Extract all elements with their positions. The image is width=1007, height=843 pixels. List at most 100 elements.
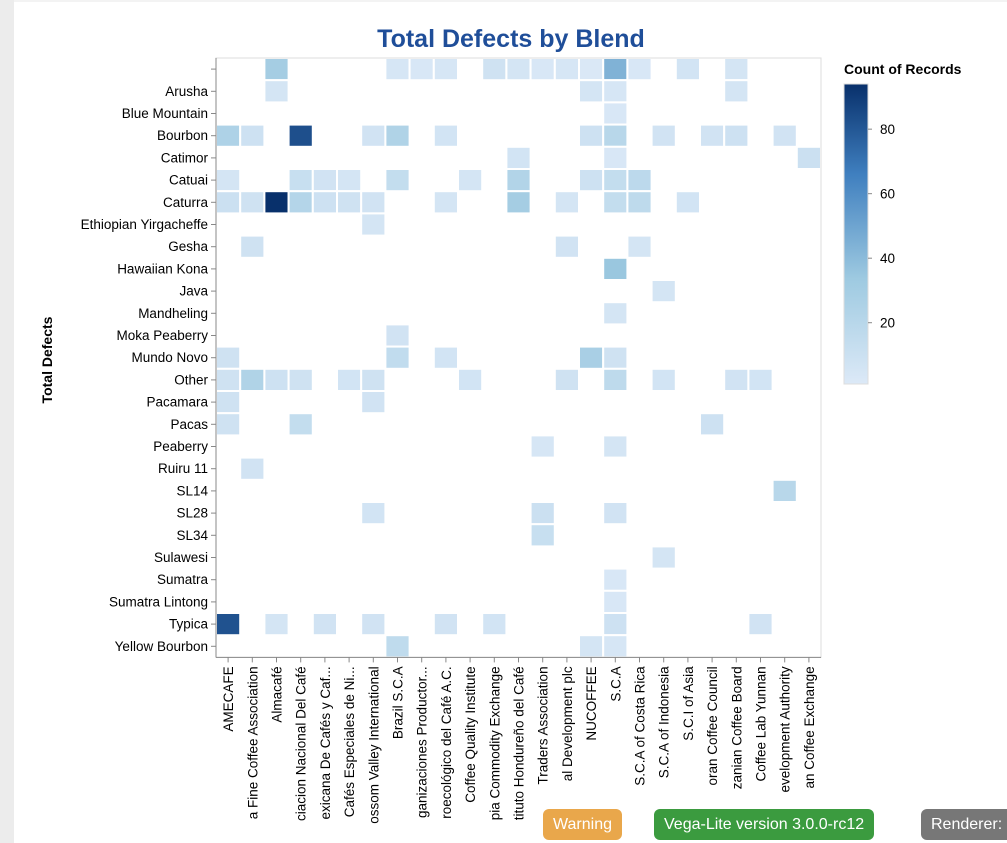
heatmap-cell[interactable]: Centro Agroecológico del Café A.C. / Typ… [432,612,459,637]
heatmap-cell[interactable]: Centro Agroecológico de Organizaciones P… [408,57,435,82]
heatmap-cell[interactable]: NUCOFFEE / Yellow Bourbon: 5 [578,634,605,659]
heatmap-cell[interactable]: Blossom Valley International / Typica: 7 [360,612,387,637]
heatmap-cell[interactable]: Brazil S.C.A / (blank): 4 [384,57,411,82]
heatmap-cell[interactable]: Brazil S.C.A / Mundo Novo: 15 [384,345,411,370]
heatmap-cell[interactable]: Blossom Valley International / Caturra: … [360,190,387,215]
heatmap-cell[interactable]: Asociación Nacional Del Café ...Guatemal… [239,123,266,148]
heatmap-cell[interactable]: AMECAFE / Bourbon: 25 [215,123,242,148]
heatmap-cell[interactable]: S.C.A of Costa Rica / Gesha: 5 [626,234,653,259]
heatmap-cell[interactable]: Tanzanian Coffee Board / Arusha: 5 [723,79,750,104]
heatmap-cell[interactable]: S.C.A / Hawaiian Kona: 35 [602,256,629,282]
heatmap-cell[interactable]: Blossom Valley International / Pacamara:… [360,390,387,415]
heatmap-cell[interactable]: AMECAFE / Pacas: 8 [215,412,242,437]
heatmap-cell[interactable]: AMECAFE / Pacamara: 8 [215,390,242,415]
heatmap-cell[interactable]: Coffee Lab Yunnan / Typica: 7 [747,612,774,637]
heatmap-cell[interactable]: Instituto Hondureño del Café / Catimor: … [505,145,532,171]
heatmap-cell[interactable]: S.C.A of Costa Rica / Caturra: 17 [626,190,653,215]
heatmap-cell[interactable]: Ethiopia Commodity Exchange / (blank): 8 [481,57,508,82]
heatmap-cell[interactable]: S.C.I of Asia / (blank): 6 [674,57,701,82]
heatmap-cell[interactable]: Kenya Coffee Traders Association / SL28:… [529,501,556,526]
heatmap-cell[interactable]: Tanzanian Coffee Board / Bourbon: 9 [723,123,750,148]
heatmap-cell[interactable]: Instituto Hondureño del Café / Catuai: 2… [505,168,532,193]
heatmap-cell[interactable]: Almacafé / Caturra: 94 [263,190,290,215]
heatmap-cell[interactable]: Asociación de Cafés Especiales de Ni... … [336,367,363,392]
heatmap-cell[interactable]: S.C.A of Costa Rica / (blank): 3 [626,57,653,82]
heatmap-cell[interactable]: Coffee Quality Institute / Other: 6 [457,367,484,392]
heatmap-cell[interactable]: S.C.A / Sumatra: 3 [602,567,629,592]
heatmap-cell[interactable]: Coffee Quality Institute / Catuai: 5 [457,168,484,193]
heatmap-cell[interactable]: S.C.A / Arusha: 4 [602,79,629,104]
warning-badge[interactable]: Warning [543,809,622,840]
heatmap-cell[interactable]: NUCOFFEE / Mundo Novo: 28 [578,345,605,370]
heatmap-cell[interactable]: Asociacion Nacional Del Café / Pacas: 14 [287,412,314,437]
heatmap-cell[interactable]: Ethiopia Rural Development plc / Gesha: … [553,234,580,259]
heatmap-cell[interactable]: Blossom Valley International / Ethiopian… [360,212,387,237]
heatmap-cell[interactable]: Asociacion Nacional Del Café / Other: 8 [287,367,314,392]
heatmap-cell[interactable]: Ethiopia Rural Development plc / Other: … [553,367,580,392]
heatmap-cell[interactable]: Ethiopia Commodity Exchange / Typica: 6 [481,612,508,637]
heatmap-cell[interactable]: Asociacion Nacional Del Café / Caturra: … [287,190,314,215]
heatmap-cell[interactable]: Instituto Hondureño del Café / (blank): … [505,57,532,82]
heatmap-cell[interactable]: Ethiopia Rural Development plc / (blank)… [553,57,580,82]
heatmap-cell[interactable]: Almacafé / Arusha: 5 [263,79,290,104]
heatmap-cell[interactable]: S.C.A / Catimor: 3 [602,145,629,171]
heatmap-cell[interactable]: Almacafé / Other: 9 [263,367,290,392]
heatmap-cell[interactable]: S.C.A / Bourbon: 20 [602,123,629,148]
heatmap-cell[interactable]: AMECAFE / Typica: 82 [215,612,242,637]
heatmap-cell[interactable]: S.C.A / Caturra: 14 [602,190,629,215]
heatmap-cell[interactable]: NUCOFFEE / Arusha: 5 [578,79,605,104]
heatmap-cell[interactable]: Centro Agroecológico del Café A.C. / Cat… [432,190,459,215]
heatmap-cell[interactable]: AMECAFE / Other: 8 [215,367,242,392]
heatmap-cell[interactable]: Brazil S.C.A / Catuai: 14 [384,168,411,193]
heatmap-cell[interactable]: Almacafé / Typica: 5 [263,612,290,637]
heatmap-cell[interactable]: S.C.I of Asia / Caturra: 6 [674,190,701,215]
heatmap-cell[interactable]: NUCOFFEE / Catuai: 9 [578,168,605,193]
renderer-badge[interactable]: Renderer: C [921,809,1007,840]
heatmap-cell[interactable]: S.C.A / Catuai: 14 [602,168,629,193]
heatmap-cell[interactable]: Uganda Coffee Development Authority / Bo… [771,123,798,148]
heatmap-cell[interactable]: Centro Agroecológico del Café A.C. / Mun… [432,345,459,370]
heatmap-cell[interactable]: S.C.A / Typica: 9 [602,612,629,637]
heatmap-cell[interactable]: Blossom Valley International / Bourbon: … [360,123,387,148]
heatmap-cell[interactable]: Asociacion Nacional Del Café / Catuai: 1… [287,168,314,193]
heatmap-cell[interactable]: S.C.A of Indonesia / Bourbon: 7 [650,123,677,148]
heatmap-cell[interactable]: NUCOFFEE / (blank): 2 [578,57,605,82]
heatmap-cell[interactable]: NUCOFFEE / Bourbon: 9 [578,123,605,148]
heatmap-cell[interactable]: AMECAFE / Mundo Novo: 8 [215,345,242,370]
heatmap-cell[interactable]: Asociación Nacional Del Café ...Guatemal… [239,190,266,215]
heatmap-cell[interactable]: S.C.A / Sumatra Lintong: 3 [602,589,629,614]
heatmap-cell[interactable]: Blossom Valley International / SL28: 6 [360,501,387,526]
heatmap-cell[interactable]: Kenya Coffee Traders Association / SL34:… [529,523,556,548]
heatmap-cell[interactable]: Coffee Lab Yunnan / Other: 6 [747,367,774,392]
heatmap-cell[interactable]: Blossom Valley International / Other: 8 [360,367,387,392]
vega-lite-version-badge[interactable]: Vega-Lite version 3.0.0-rc12 [654,809,875,840]
heatmap-cell[interactable]: AMECAFE / Caturra: 10 [215,190,242,215]
heatmap-cell[interactable]: S.C.A / Mundo Novo: 8 [602,345,629,370]
heatmap-cell[interactable]: Yunnan Coffee Exchange / Catimor: 10 [795,145,822,171]
heatmap-cell[interactable]: S.C.A / Mandheling: 5 [602,301,629,326]
heatmap-cell[interactable]: Asociación de Cafés Especiales de Ni... … [336,190,363,215]
heatmap-cell[interactable]: Instituto Hondureño del Café / Caturra: … [505,190,532,215]
heatmap-cell[interactable]: S.C.A / Yellow Bourbon: 4 [602,634,629,659]
heatmap-cell[interactable]: Asociacion Nacional Del Café / Bourbon: … [287,123,314,148]
heatmap-cell[interactable]: Asociación Nacional Del Café ...Guatemal… [239,367,266,392]
heatmap-cell[interactable]: Kenya Coffee Traders Association / Peabe… [529,434,556,459]
heatmap-cell[interactable]: S.C.A of Costa Rica / Catuai: 18 [626,168,653,193]
heatmap-cell[interactable]: Centro Agroecológico del Café A.C. / (bl… [432,57,459,82]
heatmap-cell[interactable]: S.C.A / (blank): 44 [602,57,629,82]
heatmap-cell[interactable]: Asociación Nacional Del Café ...Guatemal… [239,234,266,259]
heatmap-cell[interactable]: Tanzanian Coffee Board / Other: 7 [723,367,750,392]
heatmap-cell[interactable]: S.C.A / Peaberry: 5 [602,434,629,459]
heatmap-cell[interactable]: S.C.A of Indonesia / Java: 5 [650,279,677,304]
heatmap-cell[interactable]: S.C.A of Indonesia / Sulawesi: 5 [650,545,677,570]
heatmap-cell[interactable]: S.C.A / Other: 17 [602,367,629,392]
heatmap-cell[interactable]: Brazil S.C.A / Moka Peaberry: 7 [384,323,411,348]
heatmap-cell[interactable]: Uganda Coffee Development Authority / SL… [771,478,798,503]
heatmap-cell[interactable]: Asociación Mexicana De Cafés y Caf... / … [311,168,338,193]
heatmap-cell[interactable]: Asociación Nacional Del Café ...Guatemal… [239,456,266,481]
heatmap-cell[interactable]: Asociación Mexicana De Cafés y Caf... / … [311,612,338,637]
heatmap-cell[interactable]: Asociación de Cafés Especiales de Ni... … [336,168,363,193]
heatmap-cell[interactable]: Brazil S.C.A / Yellow Bourbon: 16 [384,634,411,659]
heatmap-cell[interactable]: S.C.A / Blue Mountain: 3 [602,101,629,126]
heatmap-cell[interactable]: Centro Agroecológico del Café A.C. / Bou… [432,123,459,148]
